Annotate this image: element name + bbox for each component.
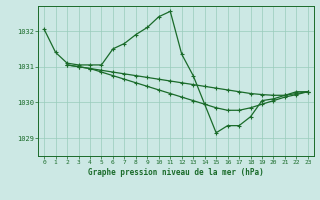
X-axis label: Graphe pression niveau de la mer (hPa): Graphe pression niveau de la mer (hPa): [88, 168, 264, 177]
